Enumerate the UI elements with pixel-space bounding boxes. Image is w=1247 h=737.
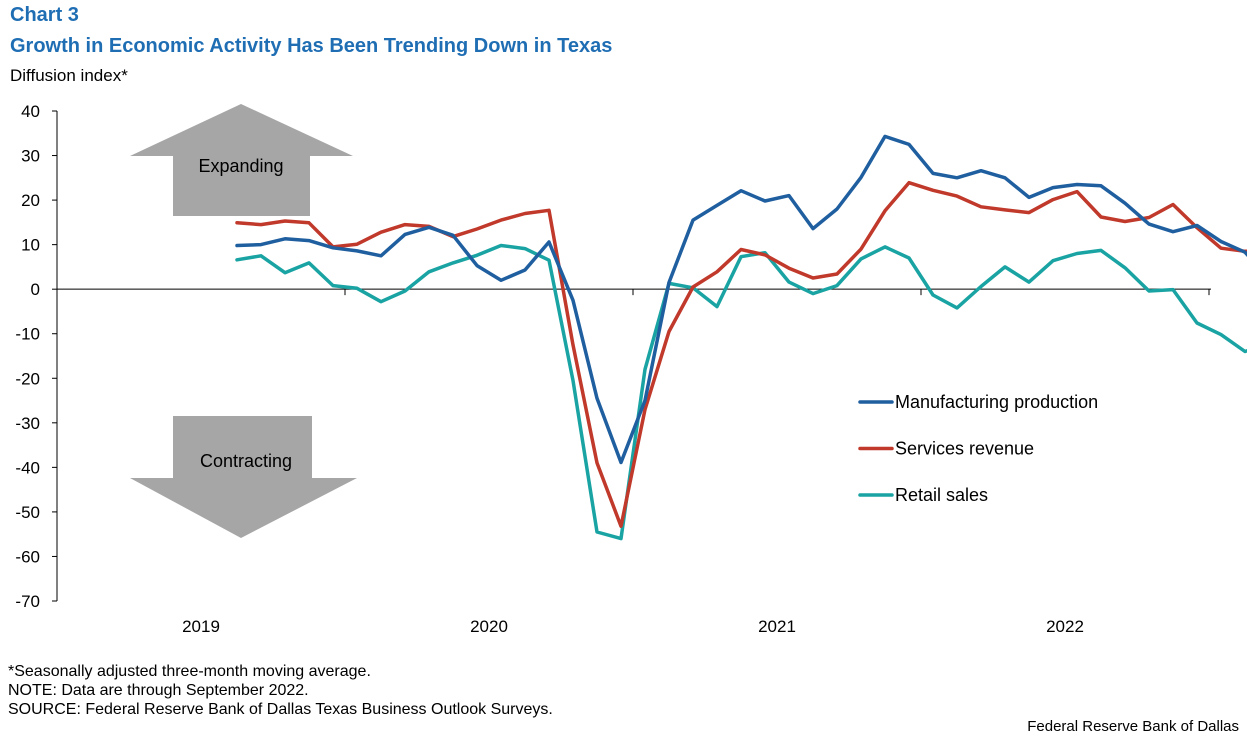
y-tick-label: -10 <box>15 325 40 344</box>
credit-line: Federal Reserve Bank of Dallas <box>1027 718 1239 735</box>
footnote-seasonal: *Seasonally adjusted three-month moving … <box>8 663 371 680</box>
contracting-arrow <box>130 416 357 538</box>
footnote-source: SOURCE: Federal Reserve Bank of Dallas T… <box>8 701 553 718</box>
expanding-label: Expanding <box>198 156 283 176</box>
series-line-services-revenue <box>235 180 1247 528</box>
annotation-arrows: Expanding Contracting <box>130 104 357 538</box>
y-tick-label: 10 <box>21 236 40 255</box>
x-tick-label: 2019 <box>182 617 220 636</box>
x-tick-label: 2021 <box>758 617 796 636</box>
contracting-label: Contracting <box>200 451 292 471</box>
chart-label: Chart 3 <box>10 4 79 26</box>
y-tick-label: 20 <box>21 191 40 210</box>
legend-label: Services revenue <box>895 439 1034 459</box>
x-tick-label: 2022 <box>1046 617 1084 636</box>
y-tick-label: -60 <box>15 547 40 566</box>
legend-label: Manufacturing production <box>895 392 1098 412</box>
axes: 40 30 20 10 0 -10 -20 -30 -40 -50 -60 -70 2019 2020 20… <box>15 102 1211 636</box>
y-tick-label: -40 <box>15 458 40 477</box>
y-tick-label: -70 <box>15 592 40 611</box>
footnote-note: NOTE: Data are through September 2022. <box>8 682 309 699</box>
x-tick-label: 2020 <box>470 617 508 636</box>
expanding-arrow <box>130 104 353 216</box>
series-line-retail-sales <box>235 243 1247 541</box>
y-tick-label: -20 <box>15 369 40 388</box>
footnotes: *Seasonally adjusted three-month moving … <box>8 662 553 719</box>
legend-label: Retail sales <box>895 485 988 505</box>
series-lines <box>235 134 1247 541</box>
y-tick-label: 0 <box>31 280 40 299</box>
series-line-manufacturing-production <box>235 134 1247 465</box>
y-tick-label: 40 <box>21 102 40 121</box>
y-axis-unit-label: Diffusion index* <box>10 66 128 85</box>
legend: Manufacturing production Services revenue… <box>858 392 1098 505</box>
y-tick-label: 30 <box>21 147 40 166</box>
y-tick-label: -50 <box>15 503 40 522</box>
chart-title: Growth in Economic Activity Has Been Tre… <box>10 35 613 57</box>
line-chart: Expanding Contracting 40 30 20 10 0 -10 -20 -30… <box>15 102 1247 636</box>
y-tick-label: -30 <box>15 414 40 433</box>
